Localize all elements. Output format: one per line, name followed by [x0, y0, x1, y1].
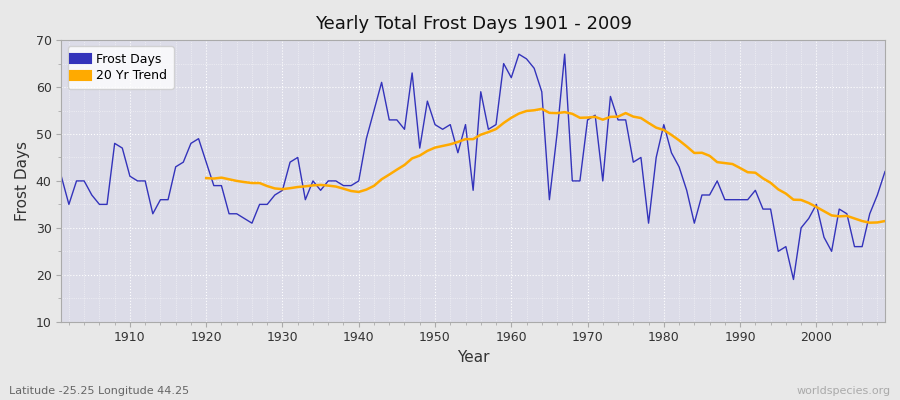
20 Yr Trend	[788, 197, 799, 202]
Frost Days	[499, 61, 509, 66]
Frost Days	[284, 160, 295, 164]
20 Yr Trend	[857, 219, 868, 224]
Frost Days	[330, 178, 341, 183]
20 Yr Trend	[201, 176, 212, 180]
Frost Days	[605, 94, 616, 99]
X-axis label: Year: Year	[457, 350, 490, 365]
Text: Latitude -25.25 Longitude 44.25: Latitude -25.25 Longitude 44.25	[9, 386, 189, 396]
20 Yr Trend	[879, 219, 890, 224]
20 Yr Trend	[773, 187, 784, 192]
20 Yr Trend	[681, 144, 692, 149]
20 Yr Trend	[536, 106, 547, 111]
Frost Days	[788, 277, 799, 282]
Title: Yearly Total Frost Days 1901 - 2009: Yearly Total Frost Days 1901 - 2009	[315, 15, 632, 33]
20 Yr Trend	[864, 220, 875, 225]
20 Yr Trend	[292, 185, 303, 190]
Frost Days	[879, 169, 890, 174]
Line: 20 Yr Trend: 20 Yr Trend	[206, 109, 885, 223]
Frost Days	[506, 75, 517, 80]
Frost Days	[514, 52, 525, 56]
Y-axis label: Frost Days: Frost Days	[15, 141, 30, 221]
20 Yr Trend	[407, 156, 418, 161]
Line: Frost Days: Frost Days	[61, 54, 885, 280]
Frost Days	[56, 174, 67, 179]
Frost Days	[117, 146, 128, 150]
Text: worldspecies.org: worldspecies.org	[796, 386, 891, 396]
Legend: Frost Days, 20 Yr Trend: Frost Days, 20 Yr Trend	[68, 46, 174, 89]
